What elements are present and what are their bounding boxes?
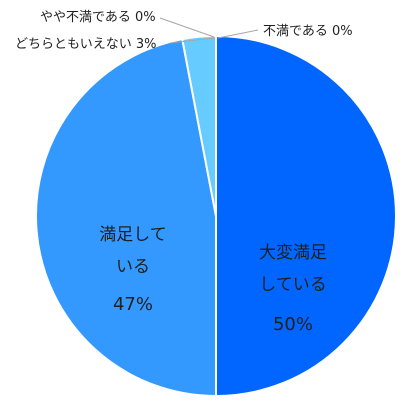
leader-lines xyxy=(159,17,259,44)
slice-label-neutral: どちらともいえない 3% xyxy=(15,37,157,52)
leader-line-dissatisfied xyxy=(217,29,259,39)
slice-label-dissatisfied: 不満である 0% xyxy=(263,24,353,39)
slice-label-line1-satisfied: 満足して xyxy=(99,225,167,245)
slice-label-line1-very-satisfied: 大変満足 xyxy=(259,243,327,263)
slice-label-somewhat-dissatisfied: やや不満である 0% xyxy=(40,10,156,25)
slice-label-line2-very-satisfied: している xyxy=(259,275,327,295)
slice-pct-very-satisfied: 50% xyxy=(273,314,313,335)
slice-neutral xyxy=(181,34,217,217)
slice-very-satisfied xyxy=(215,34,397,398)
leader-line-somewhat-dissatisfied xyxy=(159,17,215,38)
pie-slices xyxy=(35,34,397,398)
slice-satisfied xyxy=(35,38,217,398)
slice-label-line2-satisfied: いる xyxy=(116,257,150,277)
slice-pct-satisfied: 47% xyxy=(113,294,153,315)
leader-line-neutral xyxy=(169,37,215,44)
